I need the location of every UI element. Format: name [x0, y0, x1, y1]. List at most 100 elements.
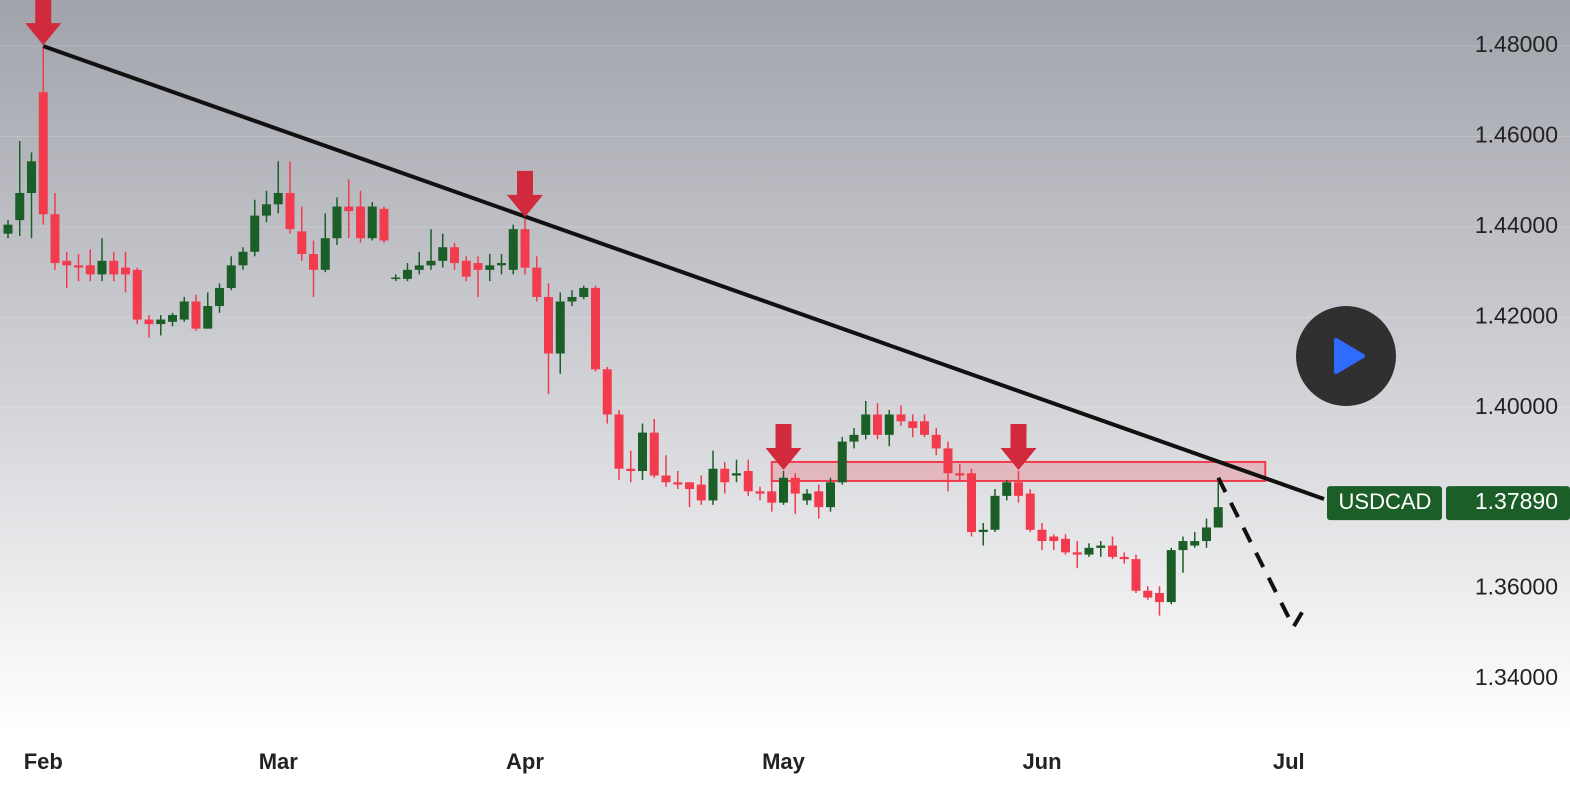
- candle-body: [673, 482, 683, 485]
- candle-body: [861, 414, 871, 435]
- x-tick-label: Jul: [1273, 749, 1305, 774]
- candle-body: [591, 287, 600, 370]
- candle-body: [38, 92, 48, 215]
- candle-body: [179, 301, 189, 320]
- candle-body: [414, 265, 424, 270]
- symbol-badge: [1327, 486, 1442, 521]
- candle-body: [649, 432, 659, 476]
- x-tick-label: Feb: [24, 749, 63, 774]
- candle-body: [262, 204, 271, 216]
- candle-body: [379, 208, 389, 241]
- candle-body: [638, 432, 647, 471]
- y-tick-label: 1.42000: [1475, 302, 1558, 328]
- y-tick-label: 1.40000: [1475, 393, 1558, 419]
- candle-body: [520, 229, 530, 268]
- candle-body: [779, 477, 788, 503]
- candle-body: [97, 260, 107, 275]
- candle-body: [849, 434, 859, 442]
- candle-body: [755, 491, 765, 494]
- candle-body: [743, 470, 753, 492]
- candle-body: [132, 269, 142, 320]
- candle-body: [1178, 541, 1188, 551]
- candle-body: [144, 319, 154, 325]
- peak-arrow: [1000, 423, 1037, 470]
- candle-body: [121, 267, 130, 275]
- candle-body: [567, 296, 577, 302]
- candle-body: [614, 414, 624, 469]
- candle-body: [320, 238, 330, 270]
- candle-body: [226, 265, 236, 288]
- candle-body: [15, 193, 25, 221]
- x-tick-label: Apr: [506, 749, 544, 774]
- candle-body: [873, 414, 882, 435]
- x-tick-label: May: [762, 749, 806, 774]
- candle-body: [168, 315, 177, 322]
- candle-body: [1190, 541, 1200, 546]
- candle-body: [1096, 545, 1106, 548]
- candle-body: [1014, 482, 1023, 496]
- candle-body: [1061, 538, 1070, 553]
- candle-body: [661, 475, 671, 483]
- x-tick-label: Mar: [259, 749, 299, 774]
- play-icon[interactable]: [1334, 338, 1365, 374]
- candle-body: [1166, 550, 1176, 603]
- candle-body: [250, 215, 260, 252]
- candle-body: [1037, 529, 1047, 542]
- candle-body: [191, 301, 201, 329]
- candle-body: [896, 414, 906, 422]
- candle-body: [837, 441, 847, 483]
- candle-body: [826, 482, 835, 508]
- y-tick-label: 1.46000: [1475, 122, 1558, 148]
- candle-body: [579, 287, 589, 297]
- candle-body: [696, 484, 706, 501]
- candle-body: [931, 434, 941, 449]
- play-button[interactable]: [1296, 306, 1396, 406]
- candle-body: [109, 260, 119, 275]
- x-tick-label: Jun: [1022, 749, 1061, 774]
- candle-body: [1025, 493, 1035, 530]
- price-label: 1.37890: [1475, 488, 1558, 514]
- candle-body: [1155, 593, 1164, 603]
- candle-body: [391, 277, 401, 280]
- candle-body: [426, 260, 436, 266]
- candle-body: [978, 529, 988, 533]
- candle-body: [3, 224, 13, 234]
- candle-body: [203, 306, 213, 329]
- candle-body: [990, 495, 1000, 530]
- candle-body: [955, 473, 965, 476]
- candle-body: [1049, 536, 1059, 542]
- candle-body: [238, 251, 248, 266]
- candle-body: [1143, 590, 1153, 598]
- candle-body: [1084, 547, 1094, 555]
- candle-body: [685, 482, 694, 490]
- candle-body: [309, 254, 318, 270]
- candle-body: [1131, 559, 1141, 591]
- candle-body: [1108, 545, 1117, 557]
- candle-body: [332, 206, 342, 239]
- candle-body: [1002, 482, 1012, 496]
- candle-body: [215, 287, 224, 307]
- trend-line: [42, 44, 1325, 501]
- candle-body: [74, 265, 83, 268]
- candle-body: [908, 421, 918, 429]
- candle-body: [767, 491, 777, 503]
- candle-body: [285, 193, 295, 230]
- peak-arrow: [507, 170, 543, 217]
- symbol-label: USDCAD: [1339, 489, 1432, 514]
- candle-body: [626, 468, 636, 471]
- candle-body: [27, 161, 36, 194]
- candle-body: [85, 265, 95, 275]
- candle-body: [473, 263, 483, 270]
- candle-body: [532, 267, 542, 297]
- candle-body: [297, 231, 307, 255]
- candle-body: [438, 247, 448, 261]
- peak-arrow: [765, 423, 802, 470]
- candle-body: [732, 473, 741, 476]
- candle-body: [356, 206, 365, 239]
- candle-body: [450, 247, 459, 264]
- price-badge: [1446, 486, 1570, 521]
- y-tick-label: 1.34000: [1475, 664, 1558, 690]
- candle-body: [884, 414, 894, 435]
